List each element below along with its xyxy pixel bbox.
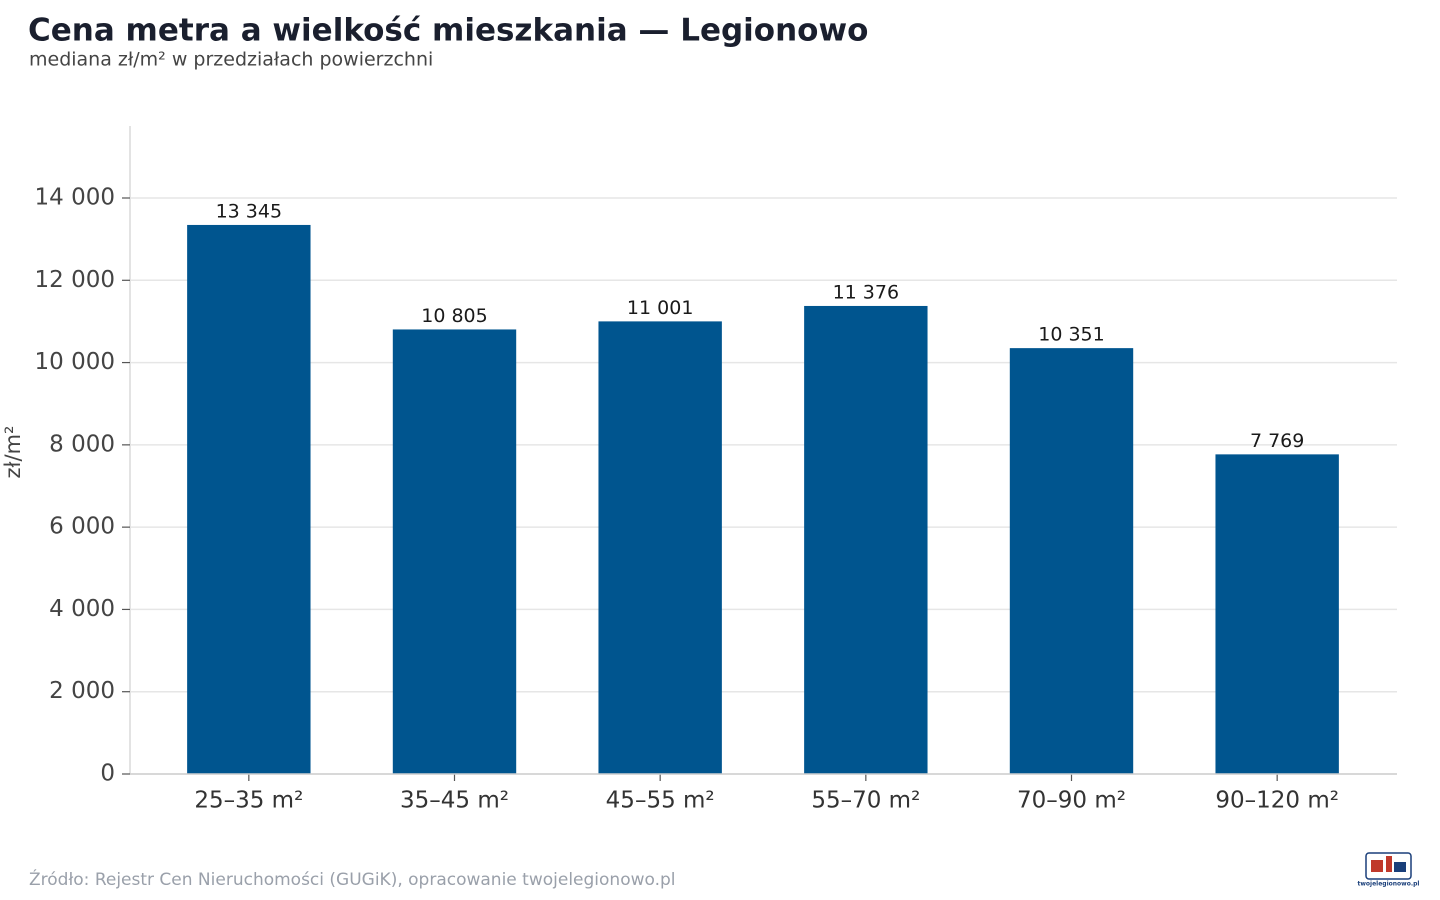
y-tick-label: 12 000 [35, 267, 115, 293]
source: Źródło: Rejestr Cen Nieruchomości (GUGiK… [29, 868, 676, 890]
x-tick-label: 35–45 m² [400, 788, 509, 814]
x-tick-label: 25–35 m² [194, 788, 303, 814]
bar [804, 305, 928, 774]
y-tick-label: 14 000 [35, 185, 115, 211]
y-axis-label: zł/m² [1, 426, 25, 479]
value-label: 7 769 [1250, 430, 1304, 452]
logo-building [1371, 860, 1383, 872]
x-tick-label: 90–120 m² [1215, 788, 1339, 814]
x-tick-label: 70–90 m² [1017, 788, 1126, 814]
value-label: 13 345 [216, 200, 282, 222]
chart-subtitle: mediana zł/m² w przedziałach powierzchni [29, 49, 433, 71]
y-tick-label: 6 000 [49, 514, 115, 540]
y-tick-label: 0 [100, 761, 115, 787]
y-tick-label: 8 000 [49, 431, 115, 457]
value-label: 10 351 [1038, 324, 1104, 346]
logo-text: twojelegionowo.pl [1358, 881, 1420, 888]
bar [1215, 454, 1339, 774]
bar [598, 321, 722, 774]
chart-title: Cena metra a wielkość mieszkania — Legio… [28, 13, 868, 49]
bar [187, 224, 311, 774]
y-tick-label: 2 000 [49, 678, 115, 704]
y-tick-label: 10 000 [35, 349, 115, 375]
logo: twojelegionowo.pl [1358, 852, 1420, 888]
logo-tower [1386, 856, 1392, 872]
bar [1009, 348, 1134, 774]
x-tick-label: 45–55 m² [606, 788, 715, 814]
logo-building [1394, 862, 1406, 872]
y-tick-label: 4 000 [49, 596, 115, 622]
bar [392, 329, 517, 774]
value-label: 11 001 [627, 297, 693, 319]
value-label: 11 376 [833, 281, 899, 303]
x-tick-label: 55–70 m² [811, 788, 920, 814]
value-label: 10 805 [421, 305, 487, 327]
